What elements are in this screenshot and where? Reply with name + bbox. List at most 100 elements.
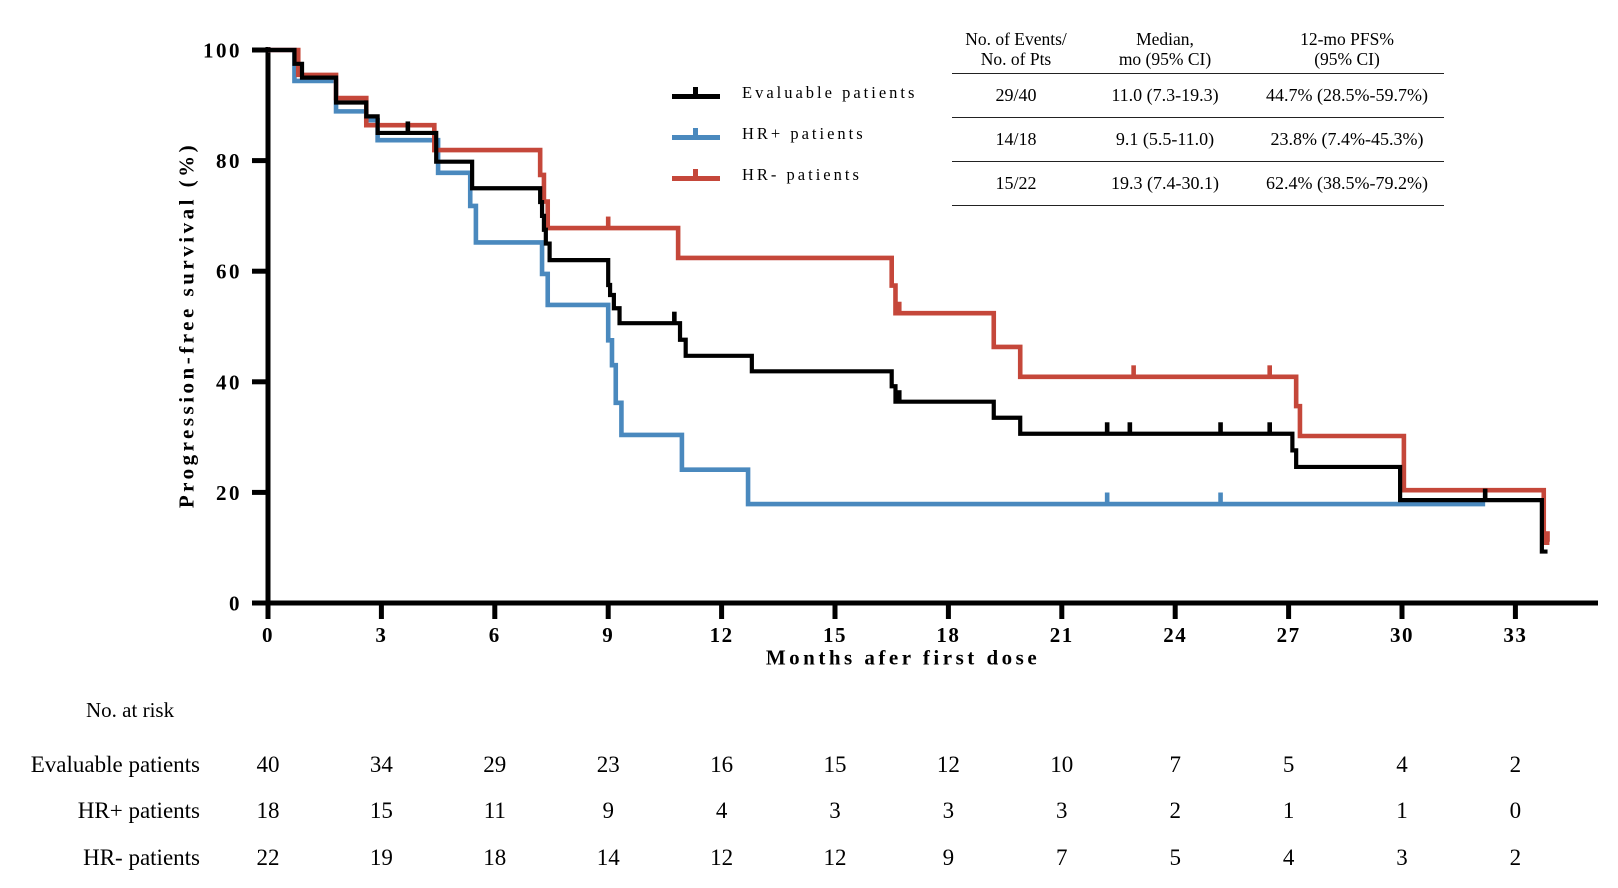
risk-value: 7	[1169, 752, 1181, 777]
censor-tick	[1127, 422, 1133, 433]
risk-value: 1	[1396, 798, 1408, 823]
risk-value: 10	[1050, 752, 1074, 777]
risk-value: 11	[483, 798, 506, 823]
x-tick-label: 27	[1277, 623, 1301, 647]
stats-cell-pfs12: 62.4% (38.5%-79.2%)	[1266, 173, 1428, 193]
x-axis-title: Months afer first dose	[765, 645, 1041, 670]
risk-value: 3	[1396, 845, 1408, 870]
risk-value: 40	[256, 752, 280, 777]
y-tick-label: 60	[216, 260, 242, 284]
risk-value: 18	[483, 845, 507, 870]
stats-row-1: 14/18 9.1 (5.5-11.0) 23.8% (7.4%-45.3%)	[952, 118, 1444, 162]
censor-tick	[1545, 531, 1550, 542]
risk-row-label: HR- patients	[83, 845, 200, 870]
censor-tick	[1104, 422, 1110, 433]
censor-tick	[405, 121, 411, 132]
censor-tick	[896, 390, 902, 401]
x-tick-label: 24	[1163, 623, 1187, 647]
risk-value: 3	[942, 798, 955, 823]
x-tick-label: 3	[375, 623, 387, 647]
y-tick-label: 0	[229, 592, 242, 616]
stats-header-cell: No. of Events/ No. of Pts	[965, 28, 1067, 70]
stats-cell-events_pts: 15/22	[995, 173, 1037, 193]
risk-value: 19	[369, 845, 393, 870]
censor-tick	[1482, 488, 1488, 500]
y-tick-label: 100	[203, 39, 242, 63]
risk-value: 12	[710, 845, 734, 870]
x-tick-label: 21	[1050, 623, 1074, 647]
censor-tick	[896, 301, 902, 313]
stats-cell-pfs12: 23.8% (7.4%-45.3%)	[1270, 129, 1424, 149]
y-tick-label: 80	[216, 149, 242, 173]
risk-value: 2	[1509, 845, 1522, 870]
stats-row-0: 29/40 11.0 (7.3-19.3) 44.7% (28.5%-59.7%)	[952, 74, 1444, 118]
risk-value: 14	[596, 845, 620, 870]
legend-label: Evaluable patients	[742, 82, 918, 102]
stats-table: No. of Events/ No. of Pts Median, mo (95%…	[952, 22, 1444, 206]
legend-swatch-icon	[672, 168, 720, 182]
risk-value: 5	[1282, 752, 1295, 777]
risk-row-label: HR+ patients	[77, 798, 200, 823]
censor-tick	[605, 216, 611, 228]
legend-label: HR+ patients	[742, 123, 866, 143]
risk-value: 9	[942, 845, 955, 870]
risk-value: 15	[823, 752, 847, 777]
legend-item-1: HR+ patients	[672, 113, 917, 154]
censor-tick	[1131, 365, 1136, 376]
risk-value: 2	[1509, 752, 1522, 777]
censor-tick	[1267, 365, 1272, 376]
risk-value: 9	[602, 798, 614, 823]
risk-value: 4	[1282, 845, 1295, 870]
stats-header-cell: Median, mo (95% CI)	[1118, 28, 1212, 70]
risk-value: 18	[256, 798, 280, 823]
stats-cell-median: 9.1 (5.5-11.0)	[1115, 129, 1215, 149]
risk-row-2: HR- patients 22 19 18 14 12 12 9 7 5 4 3 2	[0, 845, 1618, 875]
risk-value: 0	[1509, 798, 1522, 823]
censor-tick	[1267, 422, 1272, 433]
risk-value: 3	[1056, 798, 1068, 823]
series-line-evaluable-patients	[268, 47, 1548, 554]
x-tick-label: 12	[710, 623, 734, 647]
legend-item-2: HR- patients	[672, 154, 917, 195]
risk-value: 3	[829, 798, 841, 823]
stats-header-row: No. of Events/ No. of Pts Median, mo (95%…	[952, 22, 1444, 74]
legend-swatch-icon	[672, 127, 720, 141]
censor-tick	[1218, 492, 1223, 504]
x-tick-label: 0	[262, 623, 274, 647]
risk-value: 5	[1169, 845, 1181, 870]
legend-label: HR- patients	[742, 164, 862, 184]
stats-header-cell: 12-mo PFS% (95% CI)	[1300, 28, 1394, 70]
stats-cell-events_pts: 29/40	[995, 85, 1037, 105]
x-tick-label: 6	[489, 623, 501, 647]
risk-value: 7	[1056, 845, 1068, 870]
x-tick-label: 9	[602, 623, 614, 647]
stats-cell-median: 11.0 (7.3-19.3)	[1111, 85, 1219, 105]
stats-cell-pfs12: 44.7% (28.5%-59.7%)	[1266, 85, 1428, 105]
risk-value: 1	[1282, 798, 1295, 823]
x-tick-label: 30	[1390, 623, 1414, 647]
risk-value: 4	[715, 798, 728, 823]
x-tick-label: 15	[823, 623, 847, 647]
risk-value: 16	[710, 752, 734, 777]
risk-value: 12	[936, 752, 960, 777]
legend-swatch-icon	[672, 86, 720, 100]
legend-item-0: Evaluable patients	[672, 72, 917, 113]
x-tick-label: 33	[1503, 623, 1527, 647]
risk-table-title: No. at risk	[86, 698, 175, 722]
censor-tick	[672, 311, 677, 323]
risk-value: 12	[823, 845, 847, 870]
risk-value: 34	[369, 752, 393, 777]
censor-tick	[1218, 422, 1223, 433]
x-tick-label: 18	[936, 623, 960, 647]
risk-row-label: Evaluable patients	[30, 752, 200, 777]
y-tick-label: 20	[216, 481, 242, 505]
censor-tick	[1104, 492, 1110, 504]
risk-value: 23	[596, 752, 620, 777]
stats-cell-events_pts: 14/18	[995, 129, 1037, 149]
risk-value: 15	[369, 798, 393, 823]
risk-value: 22	[256, 845, 280, 870]
y-tick-label: 40	[216, 370, 242, 394]
